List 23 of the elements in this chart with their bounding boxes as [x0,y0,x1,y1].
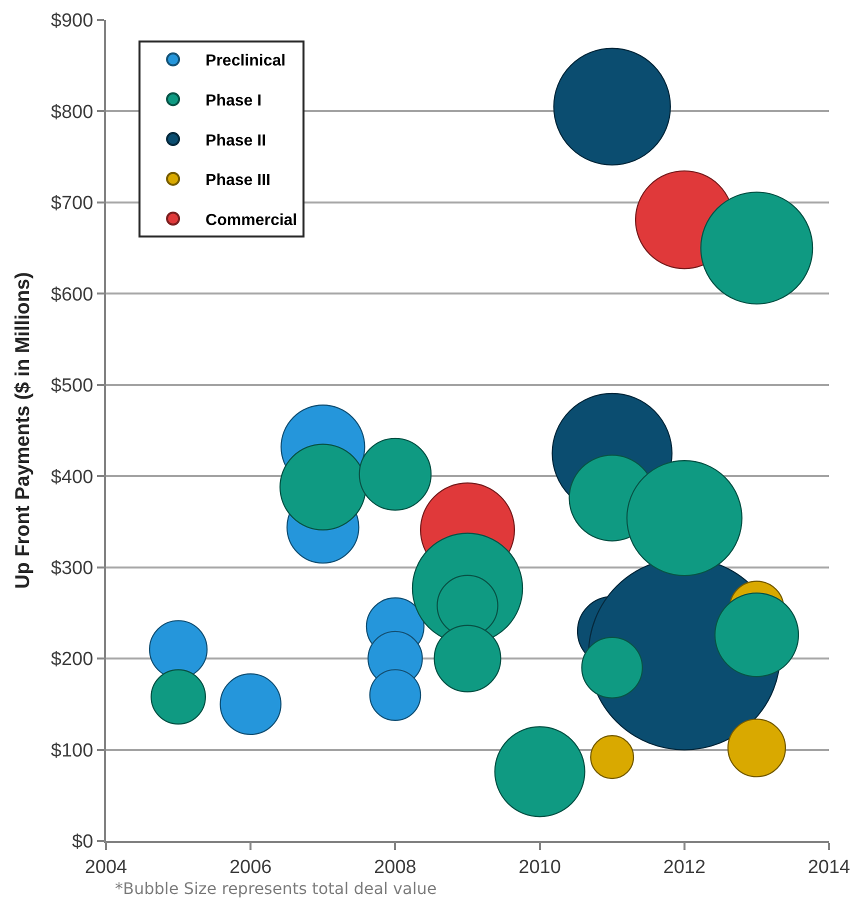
y-tick-label: $400 [50,466,94,488]
y-tick-label: $200 [50,649,94,670]
y-tick-label: $900 [50,10,94,32]
y-axis-title: Up Front Payments ($ in Millions) [12,272,34,589]
x-tick-label: 2012 [663,856,706,878]
x-tick-label: 2006 [229,856,272,878]
y-tick-label: $500 [50,376,94,397]
y-tick-label: $100 [50,740,94,762]
x-tick-label: 2008 [374,856,416,878]
legend-label: Phase II [206,132,266,150]
legend-label: Phase I [206,92,262,110]
y-tick-label: $600 [50,284,94,306]
text: *Bubble Size represents total deal value [115,879,437,898]
legend-label: Preclinical [206,52,286,70]
legend-label: Phase III [206,172,270,190]
y-tick-label: $300 [50,558,94,579]
x-tick-label: 2014 [808,856,851,878]
x-tick-label: 2004 [84,856,128,878]
y-tick-label: $800 [50,102,94,123]
y-tick-label: $700 [50,193,94,214]
y-tick-label: $0 [72,832,94,853]
legend-label: Commercial [206,212,298,229]
x-tick-label: 2010 [518,856,561,878]
